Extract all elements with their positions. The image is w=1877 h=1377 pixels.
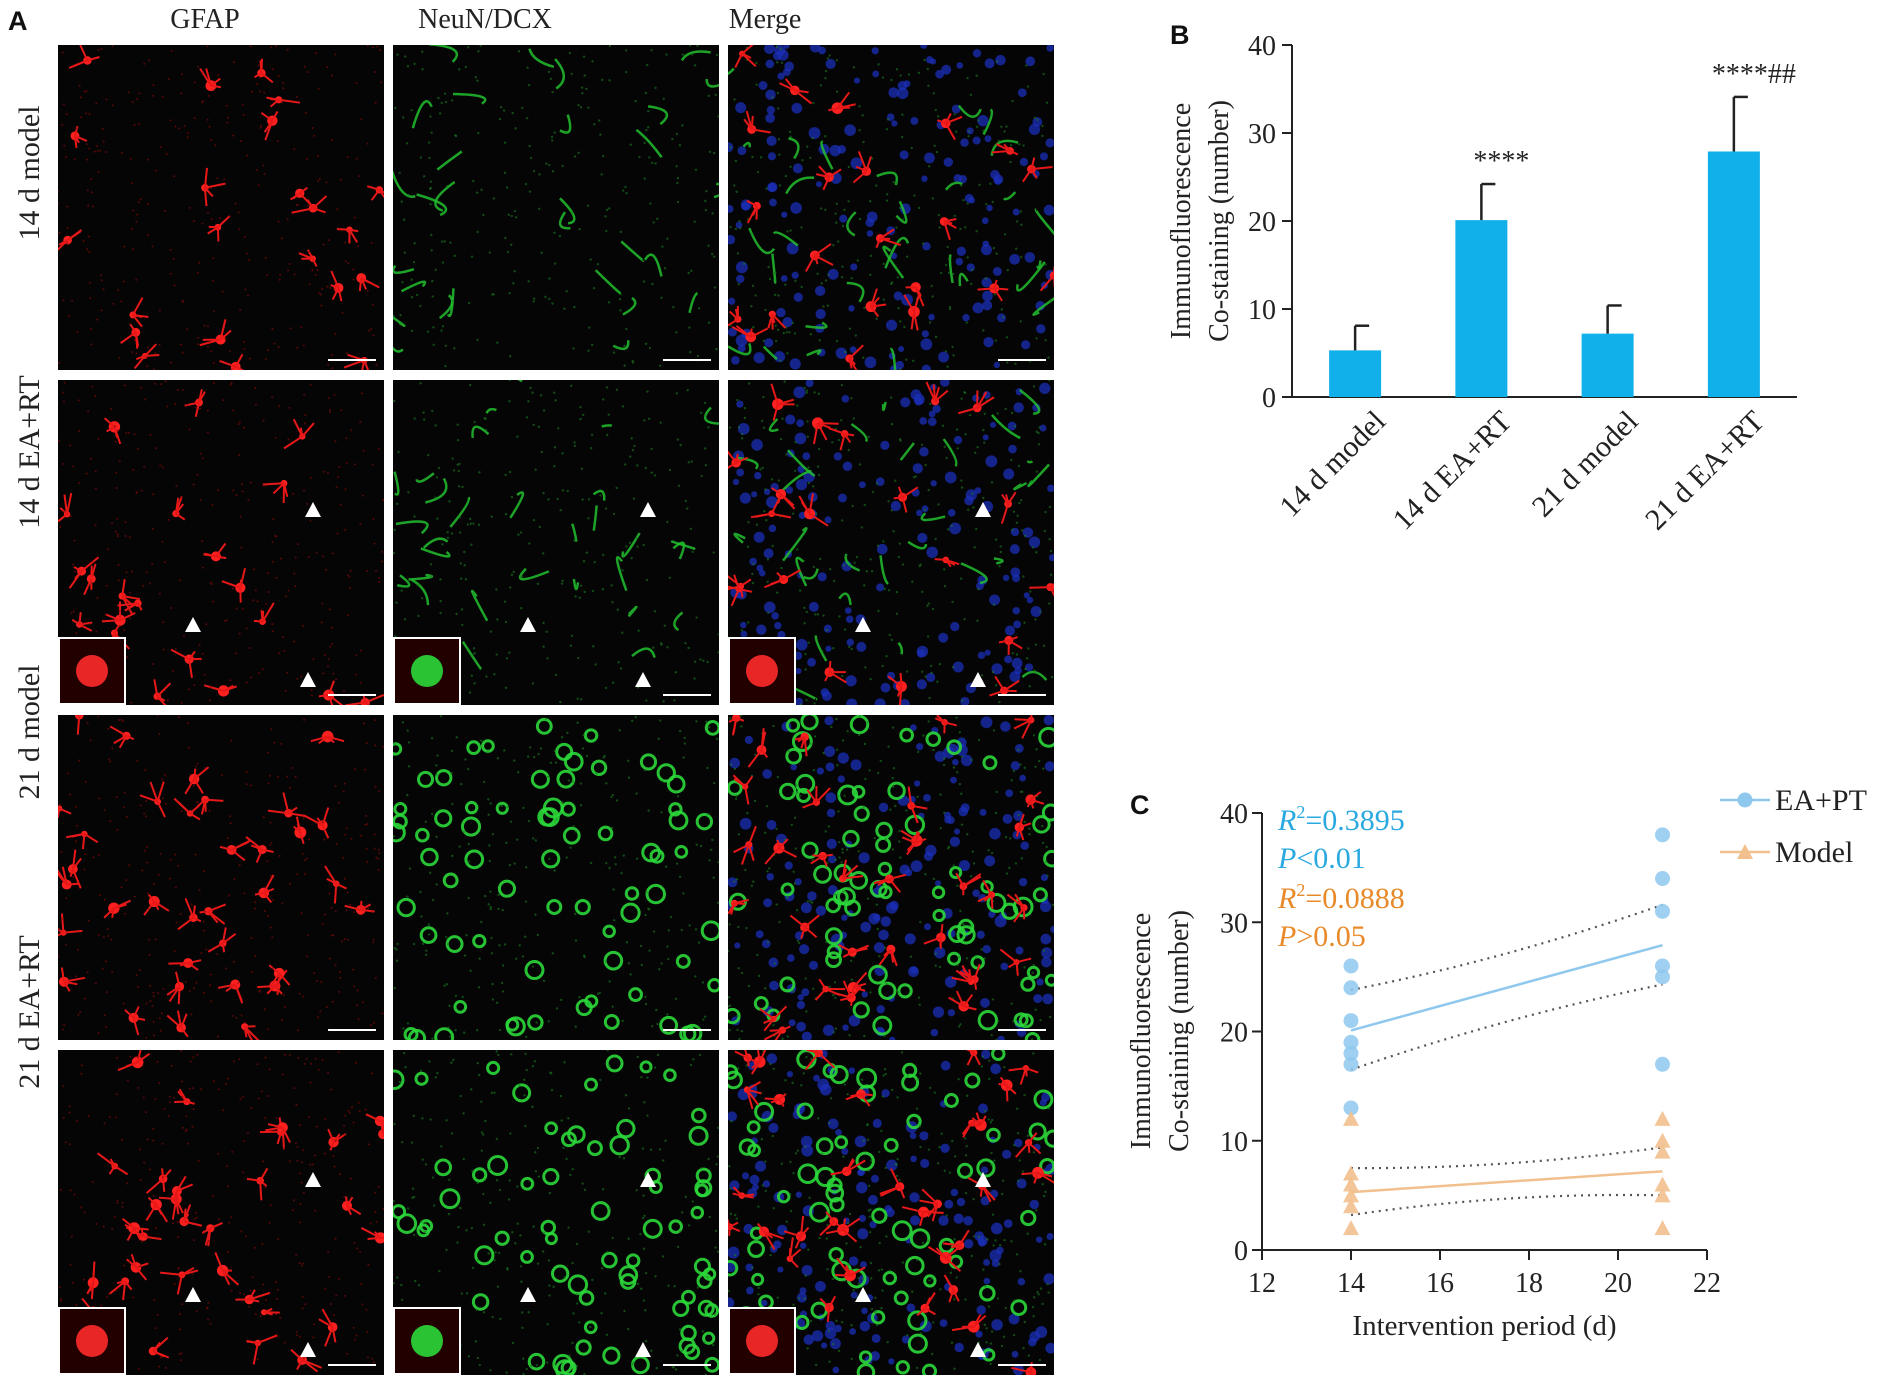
micrograph-neun-dcx-row-2 (393, 380, 719, 705)
r-squared-label: R2=0.0888 (1277, 880, 1405, 915)
legend-marker (1737, 792, 1753, 808)
panel-a-letter: A (8, 6, 28, 36)
panel-b-letter: B (1170, 20, 1190, 50)
micrograph-gfap-row-3 (58, 715, 384, 1040)
x-tick-label-c: 12 (1248, 1268, 1276, 1299)
data-point-model (1654, 1143, 1671, 1159)
p-value-label: P<0.01 (1277, 842, 1366, 875)
bar-2 (1455, 220, 1508, 397)
p-value-label: P>0.05 (1277, 920, 1366, 953)
y-tick-label-b: 0 (1262, 383, 1276, 414)
data-point-model (1343, 1220, 1359, 1236)
r-squared-label: R2=0.3895 (1277, 802, 1405, 837)
confidence-band-ea-pt (1350, 983, 1663, 1071)
x-tick-label-c: 20 (1604, 1268, 1632, 1299)
y-axis-label-b: Co-staining (number) (1204, 100, 1235, 342)
data-point-ea-pt (1343, 980, 1359, 996)
bar-3 (1581, 333, 1634, 397)
bar-1 (1329, 350, 1382, 397)
column-header-merge: Merge (728, 4, 802, 35)
micrograph-gfap-row-4 (58, 1050, 384, 1375)
y-tick-label-b: 40 (1248, 31, 1276, 62)
data-point-model (1654, 1220, 1671, 1236)
data-point-ea-pt (1343, 1056, 1359, 1072)
x-axis-label-c: Intervention period (d) (1352, 1310, 1616, 1342)
data-point-ea-pt (1655, 827, 1670, 843)
y-tick-label-b: 10 (1248, 295, 1276, 326)
micrograph-merge-row-3 (728, 715, 1054, 1040)
column-header-gfap: GFAP (170, 4, 240, 35)
data-point-model (1343, 1110, 1359, 1126)
y-tick-label-c: 0 (1234, 1236, 1248, 1267)
significance-label-2: **** (1473, 146, 1529, 177)
data-point-model (1654, 1176, 1671, 1192)
data-point-model (1343, 1165, 1359, 1181)
micrograph-merge-row-2 (728, 380, 1054, 705)
data-point-ea-pt (1655, 903, 1670, 919)
legend-label: Model (1775, 836, 1853, 869)
data-point-ea-pt (1343, 958, 1359, 974)
data-point-model (1654, 1110, 1671, 1126)
y-tick-label-b: 30 (1248, 119, 1276, 150)
confidence-band-ea-pt (1350, 903, 1663, 992)
data-point-ea-pt (1655, 1056, 1670, 1072)
data-point-model (1343, 1187, 1359, 1203)
data-point-model (1654, 1187, 1671, 1203)
y-tick-label-c: 20 (1220, 1018, 1248, 1049)
legend-marker (1737, 844, 1753, 859)
column-header-neun-dcx: NeuN/DCX (418, 4, 552, 35)
data-point-ea-pt (1343, 1013, 1359, 1029)
y-axis-label-b: Immunofluorescence (1166, 103, 1197, 339)
data-point-model (1343, 1198, 1359, 1214)
micrograph-gfap-row-1 (58, 45, 384, 370)
micrograph-neun-dcx-row-3 (393, 715, 719, 1040)
panel-c-letter: C (1130, 790, 1150, 820)
x-tick-label-c: 22 (1693, 1268, 1721, 1299)
micrograph-merge-row-1 (728, 45, 1054, 370)
data-point-ea-pt (1655, 969, 1670, 985)
y-tick-label-c: 10 (1220, 1127, 1248, 1158)
y-tick-label-c: 30 (1220, 908, 1248, 939)
y-axis-label-c: Immunofluorescence (1126, 913, 1157, 1149)
data-point-model (1343, 1176, 1359, 1192)
data-point-ea-pt (1655, 958, 1670, 974)
x-tick-label-c: 18 (1515, 1268, 1543, 1299)
confidence-band-model (1350, 1146, 1663, 1170)
data-point-ea-pt (1343, 1100, 1359, 1116)
y-axis-label-c: Co-staining (number) (1164, 910, 1195, 1152)
legend-label: EA+PT (1775, 784, 1867, 817)
regression-line-ea-pt (1350, 943, 1663, 1032)
data-point-ea-pt (1343, 1045, 1359, 1061)
y-tick-label-c: 40 (1220, 799, 1248, 830)
bar-4 (1707, 151, 1760, 397)
x-tick-label-c: 16 (1426, 1268, 1454, 1299)
micrograph-neun-dcx-row-1 (393, 45, 719, 370)
confidence-band-model (1350, 1193, 1663, 1217)
regression-line-model (1350, 1170, 1663, 1194)
y-tick-label-b: 20 (1248, 207, 1276, 238)
micrograph-merge-row-4 (728, 1050, 1054, 1375)
data-point-ea-pt (1655, 871, 1670, 887)
significance-label-4: ****## (1712, 59, 1796, 90)
data-point-model (1654, 1132, 1671, 1148)
micrograph-neun-dcx-row-4 (393, 1050, 719, 1375)
x-tick-label-c: 14 (1337, 1268, 1365, 1299)
data-point-ea-pt (1343, 1034, 1359, 1050)
micrograph-gfap-row-2 (58, 380, 384, 705)
